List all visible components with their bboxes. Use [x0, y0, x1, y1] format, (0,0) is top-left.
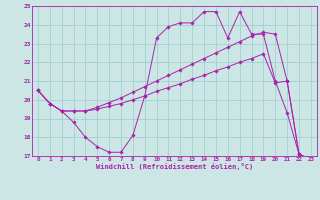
X-axis label: Windchill (Refroidissement éolien,°C): Windchill (Refroidissement éolien,°C) — [96, 163, 253, 170]
